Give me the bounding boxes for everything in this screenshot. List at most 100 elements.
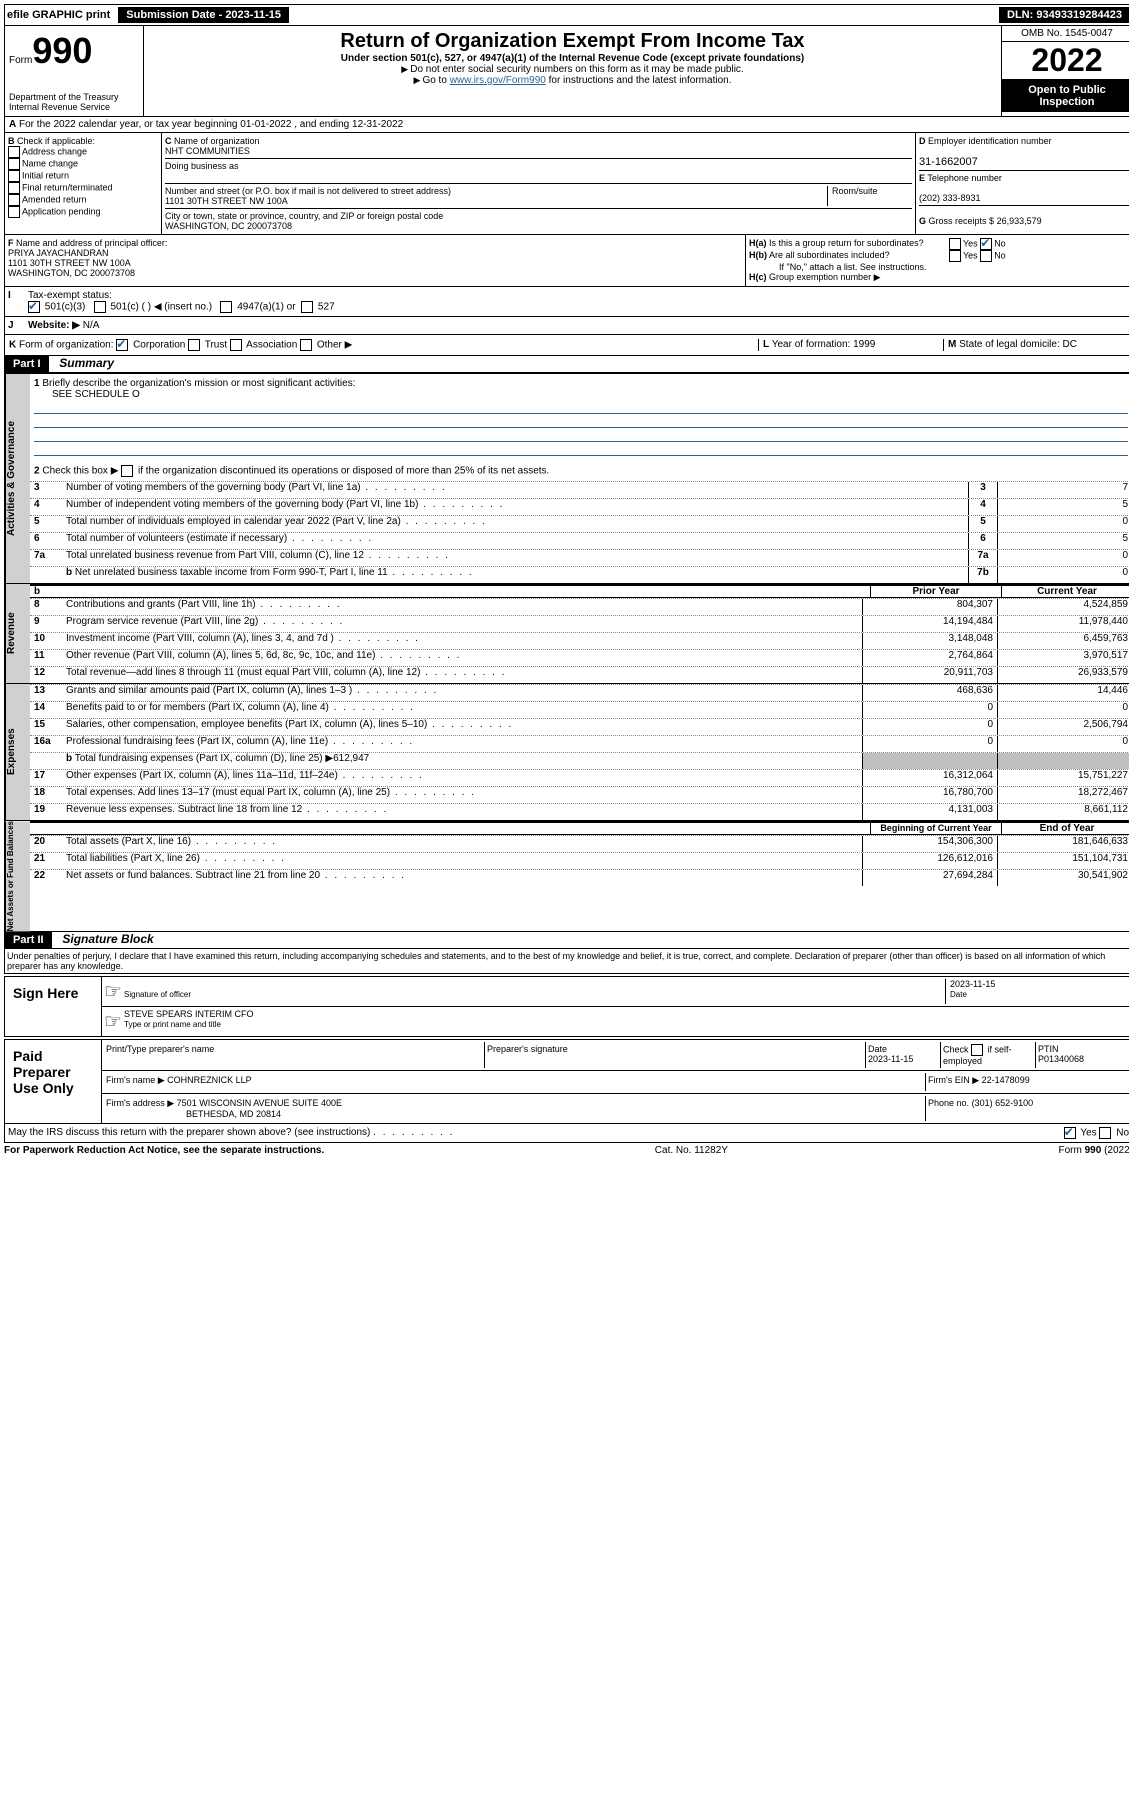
check-527[interactable] [301,301,313,313]
check-initial[interactable] [8,170,20,182]
prior-10: 3,148,048 [862,633,997,649]
prior-17: 16,312,064 [862,770,997,786]
line-15: 15 Salaries, other compensation, employe… [30,718,1129,735]
period-line: A For the 2022 calendar year, or tax yea… [4,117,1129,133]
hb-yes[interactable] [949,250,961,262]
current-19: 8,661,112 [997,804,1129,820]
hb-no[interactable] [980,250,992,262]
declaration: Under penalties of perjury, I declare th… [4,949,1129,974]
line-4: 4 Number of independent voting members o… [30,498,1129,515]
current-year-header: Current Year [1001,586,1129,597]
ha-no[interactable] [980,238,992,250]
form-label: Form [9,55,32,66]
net-assets-section: Net Assets or Fund Balances Beginning of… [4,821,1129,932]
check-final[interactable] [8,182,20,194]
check-self-employed[interactable] [971,1044,983,1056]
line-16a: 16a Professional fundraising fees (Part … [30,735,1129,752]
prior-22: 27,694,284 [862,870,997,886]
check-assoc[interactable] [230,339,242,351]
officer-block: F Name and address of principal officer:… [4,235,1129,287]
cat-no: Cat. No. 11282Y [655,1145,728,1156]
current-16a: 0 [997,736,1129,752]
discuss-row: May the IRS discuss this return with the… [4,1124,1129,1143]
dept-treasury: Department of the Treasury [9,92,139,102]
exp-label: Expenses [5,684,30,820]
current-20: 181,646,633 [997,836,1129,852]
mission-text: SEE SCHEDULE O [34,389,140,400]
year-formation: 1999 [853,339,875,350]
net-label: Net Assets or Fund Balances [5,821,30,931]
line-6: 6 Total number of volunteers (estimate i… [30,532,1129,549]
current-12: 26,933,579 [997,667,1129,683]
line-7b: b Net unrelated business taxable income … [30,566,1129,583]
ha-yes[interactable] [949,238,961,250]
prep-date: 2023-11-15 [868,1054,913,1064]
check-501c[interactable] [94,301,106,313]
val-5: 0 [997,516,1129,532]
check-trust[interactable] [188,339,200,351]
governance-section: Activities & Governance 1 Briefly descri… [4,373,1129,584]
domicile: DC [1063,339,1077,350]
check-corp[interactable] [116,339,128,351]
line-18: 18 Total expenses. Add lines 13–17 (must… [30,786,1129,803]
check-other[interactable] [300,339,312,351]
gross-receipts: 26,933,579 [997,216,1042,226]
note-ssn: Do not enter social security numbers on … [148,64,997,75]
check-501c3[interactable] [28,301,40,313]
line-b: b Total fundraising expenses (Part IX, c… [30,752,1129,769]
prior-21: 126,612,016 [862,853,997,869]
line-21: 21 Total liabilities (Part X, line 26) 1… [30,852,1129,869]
officer-name-title: STEVE SPEARS INTERIM CFO [124,1009,254,1019]
check-pending[interactable] [8,206,20,218]
check-discontinued[interactable] [121,465,133,477]
line-11: 11 Other revenue (Part VIII, column (A),… [30,649,1129,666]
line-10: 10 Investment income (Part VIII, column … [30,632,1129,649]
sign-date: 2023-11-15 [950,979,995,989]
block-c: C Name of organization NHT COMMUNITIES D… [162,133,915,234]
inspection-badge: Open to Public Inspection [1002,80,1129,112]
begin-year-header: Beginning of Current Year [870,823,1001,834]
part2-title: Signature Block [62,932,153,946]
check-address[interactable] [8,146,20,158]
current-13: 14,446 [997,685,1129,701]
prior-14: 0 [862,702,997,718]
part2-header: Part II [5,932,52,948]
check-name[interactable] [8,158,20,170]
form-number: 990 [32,30,92,71]
discuss-yes[interactable] [1064,1127,1076,1139]
block-h: H(a) Is this a group return for subordin… [745,235,1129,286]
phone: (202) 333-8931 [919,193,981,203]
line-5: 5 Total number of individuals employed i… [30,515,1129,532]
preparer-label: Paid Preparer Use Only [5,1040,102,1123]
top-bar: efile GRAPHIC print Submission Date - 20… [4,4,1129,26]
website-row: J Website: ▶ N/A [4,317,1129,335]
part2: Part II Signature Block [4,932,1129,949]
block-d: D Employer identification number 31-1662… [915,133,1129,234]
val-7a: 0 [997,550,1129,566]
firm-ein: 22-1478099 [982,1075,1030,1085]
rev-label: Revenue [5,584,30,683]
current-17: 15,751,227 [997,770,1129,786]
prior-8: 804,307 [862,599,997,615]
prep-sig-col: Preparer's signature [485,1042,866,1068]
sign-section: Sign Here ☞ Signature of officer 2023-11… [4,976,1129,1037]
omb-number: OMB No. 1545-0047 [1002,26,1129,42]
gov-label: Activities & Governance [5,374,30,583]
check-amended[interactable] [8,194,20,206]
entity-block: B Check if applicable: Address change Na… [4,133,1129,235]
check-4947[interactable] [220,301,232,313]
prior-year-header: Prior Year [870,586,1001,597]
current-14: 0 [997,702,1129,718]
prior-9: 14,194,484 [862,616,997,632]
part1: Part I Summary [4,356,1129,373]
city-state-zip: WASHINGTON, DC 200073708 [165,221,292,231]
irs-link[interactable]: www.irs.gov/Form990 [450,75,546,86]
part1-title: Summary [59,356,114,370]
prior-12: 20,911,703 [862,667,997,683]
current-8: 4,524,859 [997,599,1129,615]
efile-link[interactable]: efile GRAPHIC print [7,9,110,21]
expenses-section: Expenses 13 Grants and similar amounts p… [4,684,1129,821]
revenue-section: Revenue b Prior Year Current Year 8 Cont… [4,584,1129,684]
prep-name-col: Print/Type preparer's name [104,1042,485,1068]
discuss-no[interactable] [1099,1127,1111,1139]
